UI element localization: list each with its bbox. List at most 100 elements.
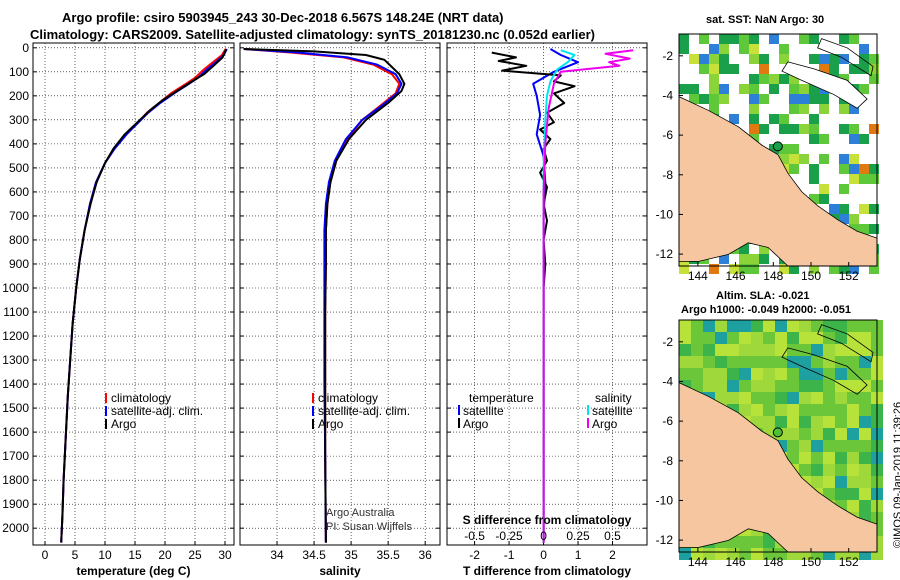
map-data-cell <box>823 428 835 440</box>
x-tick-label: 0 <box>42 548 49 562</box>
map-data-cell <box>719 94 729 104</box>
y-tick-label: 1600 <box>2 425 29 439</box>
map-data-cell <box>859 344 871 356</box>
series-line-t-satellite <box>532 48 579 543</box>
map-data-cell <box>727 368 739 380</box>
map-data-cell <box>729 264 739 274</box>
y-tick-label: 1500 <box>2 401 29 415</box>
map-data-cell <box>759 244 769 254</box>
map-data-cell <box>839 124 849 134</box>
map-data-cell <box>769 84 779 94</box>
map-data-cell <box>835 380 847 392</box>
map-data-cell <box>799 428 811 440</box>
map-data-cell <box>763 368 775 380</box>
legend-label: Argo <box>111 417 137 431</box>
x-tick-label: 35.5 <box>376 548 400 562</box>
map-data-cell <box>849 154 859 164</box>
map-data-cell <box>809 264 819 274</box>
map-data-cell <box>839 104 849 114</box>
map-data-cell <box>719 84 729 94</box>
map-data-cell <box>715 368 727 380</box>
map-data-cell <box>811 356 823 368</box>
map-data-cell <box>839 214 849 224</box>
y-tick-label: 900 <box>9 257 29 271</box>
y-tick-label: 200 <box>9 89 29 103</box>
map-data-cell <box>809 34 819 44</box>
map-data-cell <box>739 368 751 380</box>
map-data-cell <box>727 332 739 344</box>
map-data-cell <box>829 64 839 74</box>
map-data-cell <box>809 114 819 124</box>
map-data-cell <box>779 154 789 164</box>
legend-label: satellite <box>463 404 504 418</box>
x-tick-label-salinity: -0.5 <box>464 529 485 543</box>
y-tick-label: 1200 <box>2 329 29 343</box>
y-tick-label: 800 <box>9 233 29 247</box>
map-data-cell <box>739 320 751 332</box>
map-data-cell <box>859 332 871 344</box>
legend-label: satellite-adj. clim. <box>111 404 203 418</box>
map-data-cell <box>847 416 859 428</box>
y-tick-label: 600 <box>9 185 29 199</box>
map-data-cell <box>715 356 727 368</box>
map-data-cell <box>719 34 729 44</box>
x-tick-label: 1 <box>575 548 582 562</box>
map-data-cell <box>869 164 879 174</box>
map-data-cell <box>699 64 709 74</box>
map-data-cell <box>799 452 811 464</box>
map-y-tick-label: -2 <box>662 49 673 63</box>
map-data-cell <box>729 114 739 124</box>
map-data-cell <box>727 392 739 404</box>
map-data-cell <box>799 368 811 380</box>
map-data-cell <box>719 54 729 64</box>
map-data-cell <box>739 44 749 54</box>
map-x-tick-label: 148 <box>763 269 783 283</box>
map-data-cell <box>763 344 775 356</box>
series-line-s-argo <box>542 49 634 543</box>
map-data-cell <box>809 124 819 134</box>
map-data-cell <box>787 320 799 332</box>
map-data-cell <box>799 124 809 134</box>
map-data-cell <box>835 392 847 404</box>
x-axis-label-salinity-diff: S difference from climatology <box>463 513 632 527</box>
y-tick-label: 400 <box>9 137 29 151</box>
map-data-cell <box>679 356 691 368</box>
map-data-cell <box>689 54 699 64</box>
map-data-cell <box>809 134 819 144</box>
map-data-cell <box>739 344 751 356</box>
y-tick-label: 300 <box>9 113 29 127</box>
map-data-cell <box>847 488 859 500</box>
map-data-cell <box>763 392 775 404</box>
map-data-cell <box>789 144 799 154</box>
map-data-cell <box>799 84 809 94</box>
map-x-tick-label: 150 <box>801 555 821 569</box>
map-data-cell <box>751 536 763 548</box>
map-data-cell <box>789 264 799 274</box>
map-data-cell <box>829 204 839 214</box>
annotation-argo-australia: Argo Australia <box>326 507 395 519</box>
map-data-cell <box>835 416 847 428</box>
map-data-cell <box>799 404 811 416</box>
y-tick-label: 1300 <box>2 353 29 367</box>
map-data-cell <box>775 356 787 368</box>
map-data-cell <box>811 368 823 380</box>
map-data-cell <box>859 452 871 464</box>
map-data-cell <box>859 64 869 74</box>
x-tick-label-salinity: 0.5 <box>604 529 621 543</box>
map-data-cell <box>859 380 871 392</box>
map-data-cell <box>859 164 869 174</box>
map-data-cell <box>749 264 759 274</box>
map-data-cell <box>847 452 859 464</box>
map-data-cell <box>859 392 871 404</box>
map-data-cell <box>811 344 823 356</box>
map-data-cell <box>799 34 809 44</box>
x-tick-label: 2 <box>609 548 616 562</box>
y-tick-label: 1000 <box>2 281 29 295</box>
map-data-cell <box>739 380 751 392</box>
map-data-cell <box>709 264 719 274</box>
plot-frame <box>446 42 648 546</box>
map-data-cell <box>839 184 849 194</box>
map-data-cell <box>709 74 719 84</box>
map-data-cell <box>835 368 847 380</box>
map-data-cell <box>823 356 835 368</box>
